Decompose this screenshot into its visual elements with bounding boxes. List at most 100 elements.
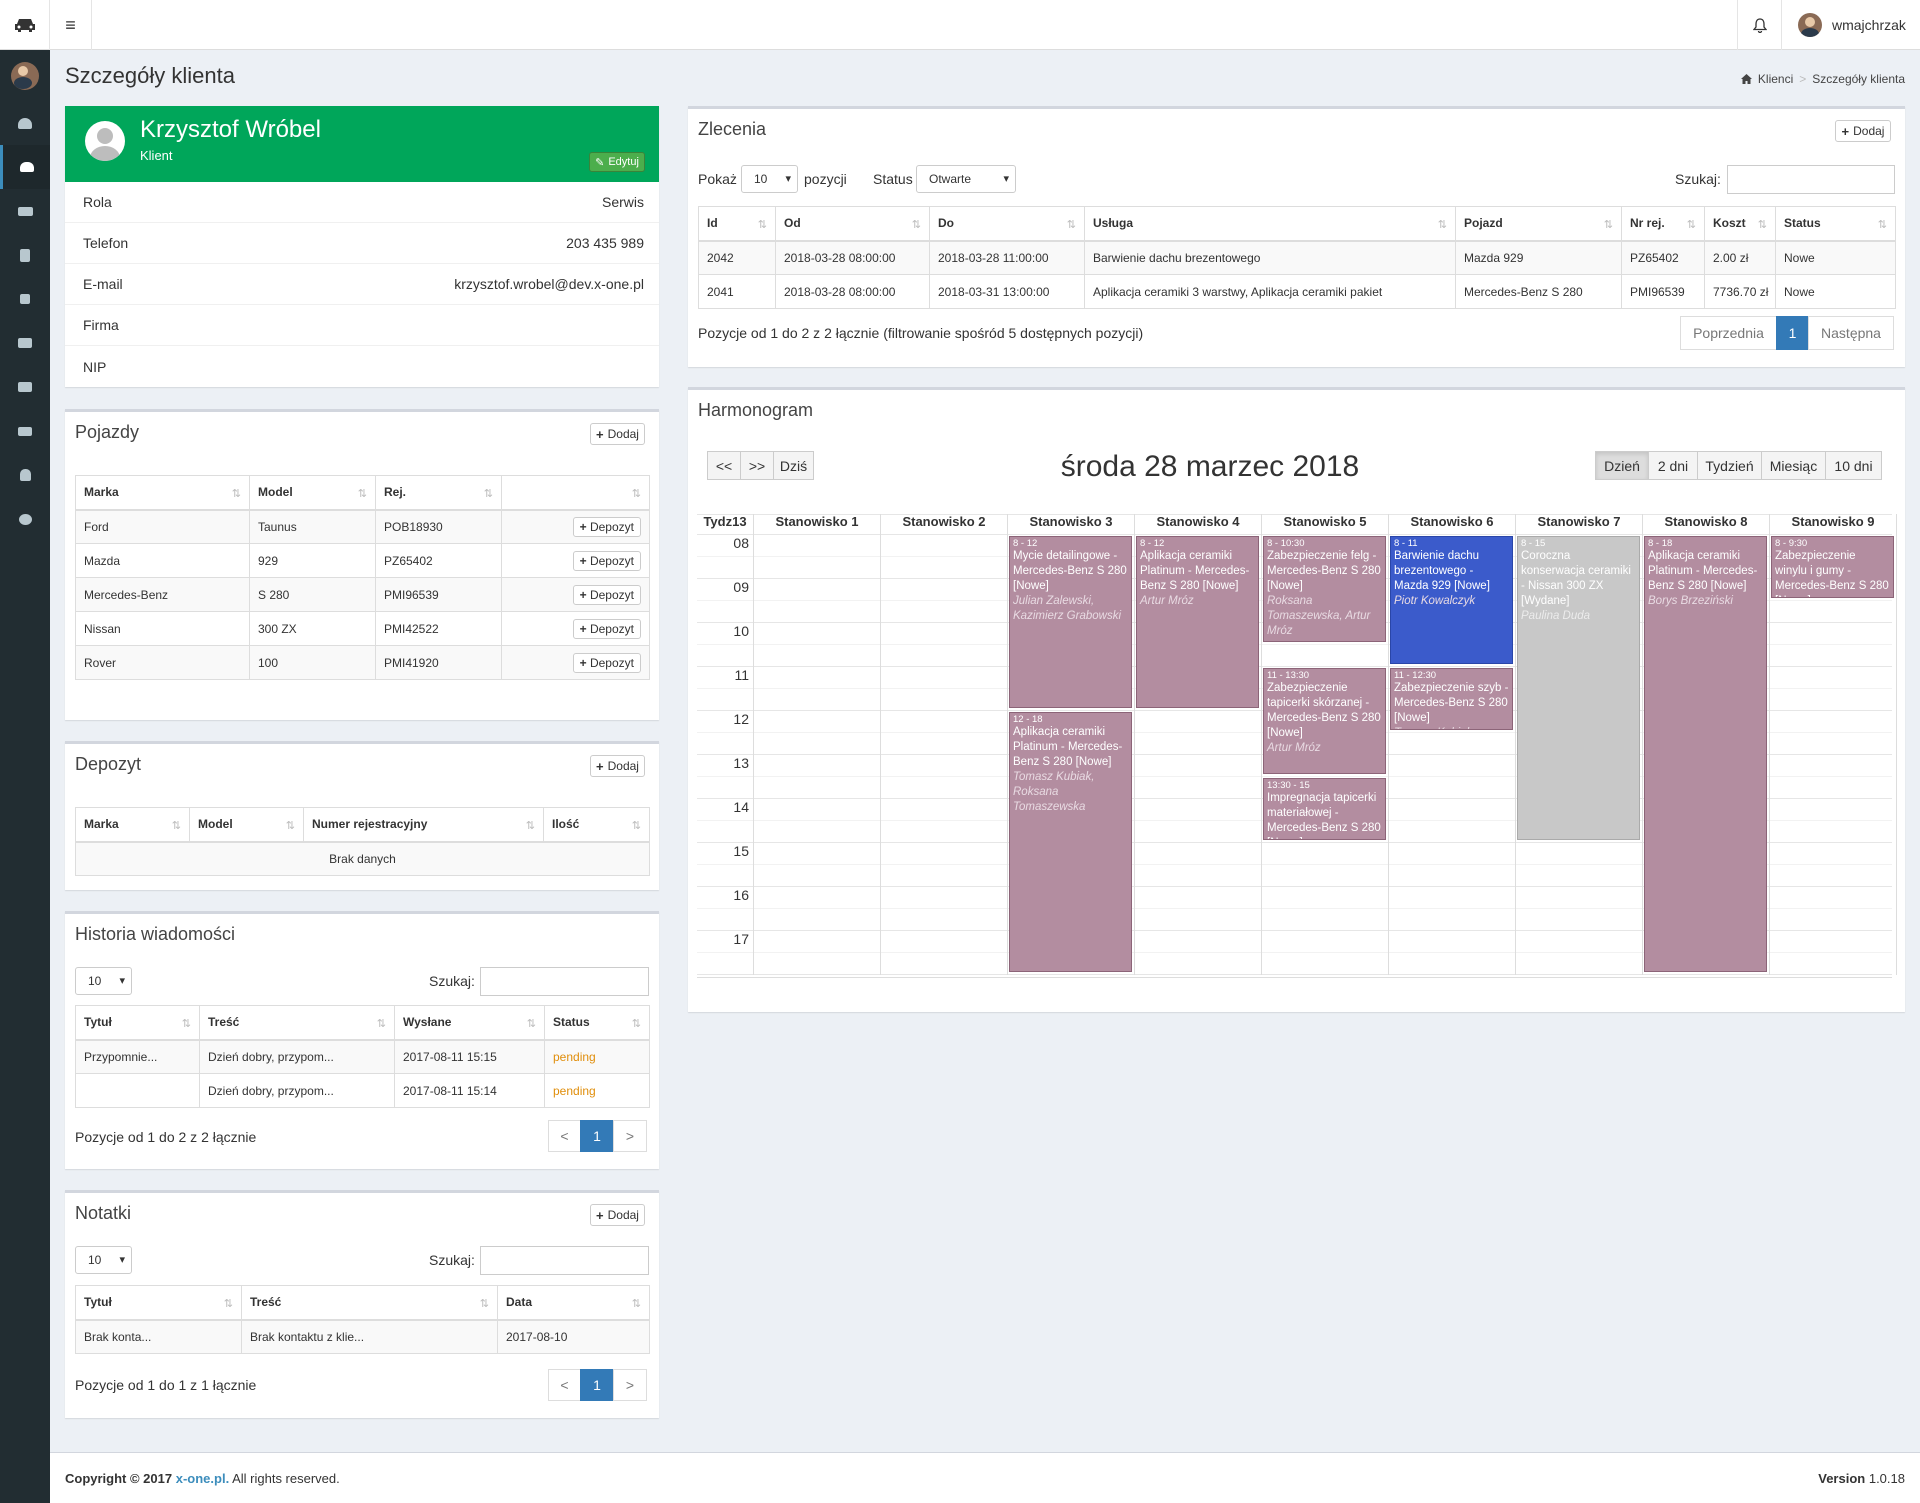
messages-search-input[interactable]	[480, 967, 649, 996]
page-1-button[interactable]: 1	[580, 1120, 614, 1152]
orders-status-select[interactable]: Otwarte	[916, 165, 1016, 193]
orders-search-input[interactable]	[1727, 165, 1895, 194]
car-logo-icon[interactable]	[0, 0, 50, 50]
table-row[interactable]: 2042 2018-03-28 08:00:00 2018-03-28 11:00:…	[698, 240, 1896, 275]
column-header[interactable]: Model ⇅	[189, 807, 304, 843]
desktop-icon[interactable]	[0, 321, 50, 365]
calendar-event[interactable]: 8 - 11 Barwienie dachu brezentowego - Maz…	[1390, 536, 1513, 664]
notes-search-input[interactable]	[480, 1246, 649, 1275]
column-header[interactable]: Od ⇅	[775, 206, 930, 242]
company-link[interactable]: x-one.pl.	[175, 1470, 230, 1486]
calendar-event[interactable]: 8 - 10:30 Zabezpieczenie felg - Mercedes-…	[1263, 536, 1386, 642]
prev-page-button[interactable]: <	[548, 1369, 581, 1401]
column-header[interactable]: Status ⇅	[1775, 206, 1896, 242]
view-week-button[interactable]: Tydzień	[1697, 451, 1762, 480]
event-title: Zabezpieczenie felg - Mercedes-Benz S 28…	[1267, 550, 1381, 592]
prev-page-button[interactable]: Poprzednia	[1680, 316, 1777, 350]
column-header[interactable]: Numer rejestracyjny ⇅	[303, 807, 544, 843]
calendar-event[interactable]: 11 - 13:30 Zabezpieczenie tapicerki skórz…	[1263, 668, 1386, 774]
home-icon[interactable]	[1740, 74, 1752, 84]
event-time: 8 - 11	[1394, 538, 1418, 549]
notifications-bell-icon[interactable]	[1737, 0, 1781, 50]
notes-page-size-select[interactable]: 10	[75, 1246, 132, 1274]
calendar-event[interactable]: 12 - 18 Aplikacja ceramiki Platinum - Mer…	[1009, 712, 1132, 972]
add-order-button[interactable]: + Dodaj	[1835, 120, 1891, 142]
column-header[interactable]: Tytuł ⇅	[75, 1285, 242, 1321]
column-header[interactable]: Treść ⇅	[241, 1285, 498, 1321]
next-page-button[interactable]: Następna	[1808, 316, 1894, 350]
view-2-days-button[interactable]: 2 dni	[1648, 451, 1698, 480]
grid-line	[697, 930, 1892, 931]
page-1-button[interactable]: 1	[1776, 316, 1809, 350]
orders-entries-label: pozycji	[804, 171, 847, 187]
add-note-button[interactable]: + Dodaj	[590, 1204, 645, 1226]
calendar-event[interactable]: 8 - 9:30 Zabezpieczenie winylu i gumy - M…	[1771, 536, 1894, 598]
shop-icon[interactable]	[0, 365, 50, 409]
calendar-event[interactable]: 8 - 18 Aplikacja ceramiki Platinum - Merc…	[1644, 536, 1767, 972]
column-header[interactable]: Usługa ⇅	[1084, 206, 1456, 242]
settings-icon[interactable]	[0, 497, 50, 541]
breadcrumb-item[interactable]: Klienci	[1757, 72, 1794, 86]
vehicles-icon[interactable]	[0, 189, 50, 233]
column-header[interactable]: Pojazd ⇅	[1455, 206, 1622, 242]
messages-table: Tytuł ⇅ Treść ⇅ Wysłane ⇅ Status ⇅ Przypomni…	[75, 1005, 650, 1108]
column-header[interactable]: ⇅	[501, 475, 650, 511]
next-page-button[interactable]: >	[613, 1120, 647, 1152]
column-header[interactable]: Data ⇅	[497, 1285, 650, 1321]
station-column-header: Stanowisko 5	[1261, 514, 1388, 534]
column-header[interactable]: Treść ⇅	[199, 1005, 395, 1041]
edit-client-button[interactable]: ✎ Edytuj	[589, 152, 645, 172]
add-deposit-row-button[interactable]: + Depozyt	[572, 550, 641, 571]
prev-page-button[interactable]: <	[548, 1120, 581, 1152]
column-header[interactable]: Id ⇅	[698, 206, 776, 242]
column-header[interactable]: Ilość ⇅	[543, 807, 650, 843]
add-deposit-row-button[interactable]: + Depozyt	[572, 618, 641, 639]
view-month-button[interactable]: Miesiąc	[1761, 451, 1826, 480]
footer-version: Version 1.0.18	[1818, 1470, 1905, 1486]
column-header[interactable]: Wysłane ⇅	[394, 1005, 545, 1041]
column-header[interactable]: Nr rej. ⇅	[1621, 206, 1705, 242]
user-menu[interactable]: wmajchrzak	[1781, 0, 1920, 50]
orders-show-label: Pokaż	[698, 171, 737, 187]
clients-icon[interactable]	[0, 145, 50, 189]
orders-info: Pozycje od 1 do 2 z 2 łącznie (filtrowan…	[698, 325, 1144, 341]
user-lock-icon[interactable]	[0, 453, 50, 497]
calendar-event[interactable]: 13:30 - 15 Impregnacja tapicerki materiał…	[1263, 778, 1386, 840]
column-header[interactable]: Rej. ⇅	[375, 475, 502, 511]
orders-page-size-select[interactable]: 10	[741, 165, 798, 193]
list-icon[interactable]	[0, 409, 50, 453]
calendar-event[interactable]: 11 - 12:30 Zabezpieczenie szyb - Mercedes…	[1390, 668, 1513, 730]
today-button[interactable]: Dziś	[773, 451, 814, 480]
add-deposit-row-button[interactable]: + Depozyt	[572, 652, 641, 673]
column-header[interactable]: Status ⇅	[544, 1005, 650, 1041]
calendar-event[interactable]: 8 - 15 Coroczna konserwacja ceramiki - Ni…	[1517, 536, 1640, 840]
page-1-button[interactable]: 1	[580, 1369, 614, 1401]
dashboard-icon[interactable]	[0, 101, 50, 145]
next-period-button[interactable]: >>	[740, 451, 774, 480]
client-avatar-icon	[85, 121, 125, 161]
add-deposit-row-button[interactable]: + Depozyt	[572, 584, 641, 605]
next-page-button[interactable]: >	[613, 1369, 647, 1401]
column-header[interactable]: Marka ⇅	[75, 475, 250, 511]
calendar-event[interactable]: 8 - 12 Mycie detailingowe - Mercedes-Benz…	[1009, 536, 1132, 708]
lock-icon[interactable]	[0, 277, 50, 321]
documents-icon[interactable]	[0, 233, 50, 277]
hamburger-menu-icon[interactable]: ≡	[50, 0, 92, 50]
column-header[interactable]: Do ⇅	[929, 206, 1085, 242]
prev-period-button[interactable]: <<	[707, 451, 741, 480]
column-header[interactable]: Model ⇅	[249, 475, 376, 511]
table-cell: Mazda 929	[1455, 240, 1622, 275]
table-row[interactable]: 2041 2018-03-28 08:00:00 2018-03-31 13:00:…	[698, 274, 1896, 309]
table-cell: pending	[544, 1073, 650, 1108]
add-deposit-button[interactable]: + Dodaj	[590, 755, 645, 777]
column-header[interactable]: Tytuł ⇅	[75, 1005, 200, 1041]
column-header[interactable]: Koszt ⇅	[1704, 206, 1776, 242]
add-deposit-row-button[interactable]: + Depozyt	[572, 516, 641, 537]
view-day-button[interactable]: Dzień	[1595, 451, 1649, 480]
calendar-event[interactable]: 8 - 12 Aplikacja ceramiki Platinum - Merc…	[1136, 536, 1259, 708]
view-10-days-button[interactable]: 10 dni	[1825, 451, 1882, 480]
column-header[interactable]: Marka ⇅	[75, 807, 190, 843]
client-profile-header: Krzysztof Wróbel Klient ✎ Edytuj	[65, 106, 659, 182]
add-vehicle-button[interactable]: + Dodaj	[590, 423, 645, 445]
messages-page-size-select[interactable]: 10	[75, 967, 132, 995]
